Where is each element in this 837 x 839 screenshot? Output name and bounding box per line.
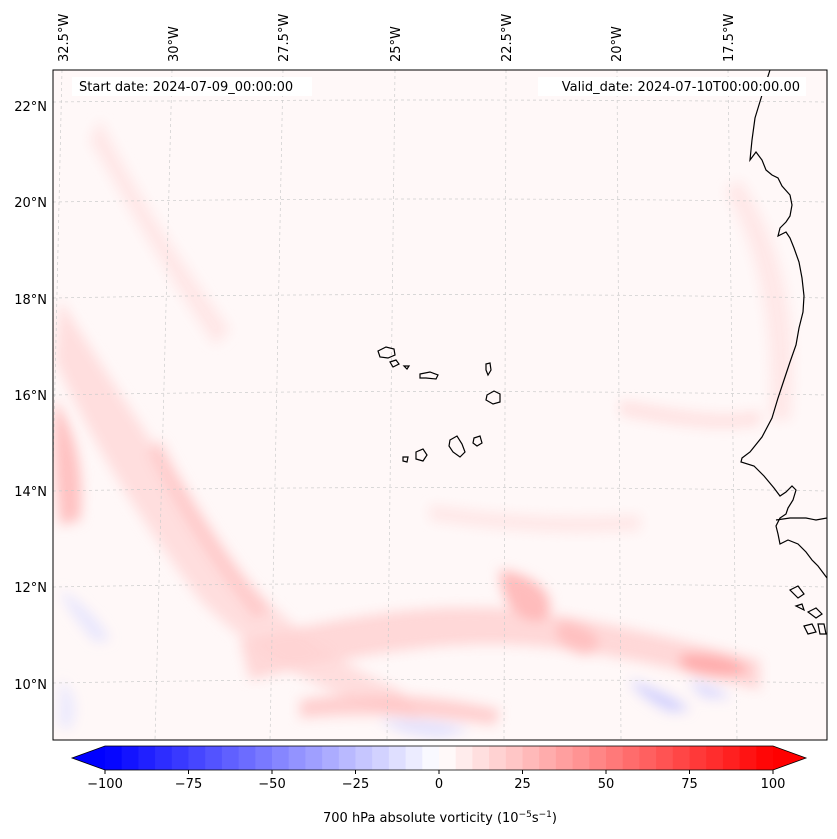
cape-verde-islands <box>377 346 501 463</box>
colorbar-segment <box>338 746 356 770</box>
colorbar-segment <box>522 746 540 770</box>
island-fogo <box>415 448 428 462</box>
colorbar-segment <box>756 746 774 770</box>
colorbar-tick-label: 50 <box>598 777 615 792</box>
map-border <box>52 69 828 741</box>
colorbar-segment <box>539 746 557 770</box>
colorbar-tick-label: −25 <box>342 777 369 792</box>
start-date-text: Start date: 2024-07-09_00:00:00 <box>79 80 293 95</box>
lon-label-32-5w: 32.5°W <box>57 14 72 62</box>
colorbar-segment <box>689 746 707 770</box>
colorbar-segment <box>372 746 390 770</box>
colorbar-segment <box>622 746 640 770</box>
lon-label-27-5w: 27.5°W <box>277 14 292 62</box>
colorbar-segment <box>572 746 590 770</box>
colorbar-segment <box>205 746 223 770</box>
colorbar-tick-label: 0 <box>435 777 443 792</box>
colorbar-tick-label: −75 <box>175 777 202 792</box>
colorbar-segment <box>188 746 206 770</box>
colorbar-segment <box>121 746 139 770</box>
lat-label-22n: 22°N <box>14 100 47 115</box>
lon-label-20w: 20°W <box>610 26 625 62</box>
colorbar-extend-min <box>72 746 105 770</box>
colorbar-segment <box>105 746 123 770</box>
lat-label-20n: 20°N <box>14 196 47 211</box>
island-santiago <box>448 435 466 458</box>
lat-label-12n: 12°N <box>14 581 47 596</box>
colorbar-ticks: −100 −75 −50 −25 0 25 50 75 100 <box>87 770 785 792</box>
colorbar-segment <box>639 746 657 770</box>
colorbar-segment <box>322 746 340 770</box>
colorbar-label-exp2: −1 <box>539 810 552 820</box>
colorbar-segment <box>288 746 306 770</box>
island-santo-antao <box>377 346 396 359</box>
colorbar-label: 700 hPa absolute vorticity (10−5s−1) <box>323 810 557 826</box>
colorbar-segment <box>171 746 189 770</box>
lat-label-18n: 18°N <box>14 293 47 308</box>
coast-detail-gambia <box>775 517 827 521</box>
colorbar-segment <box>305 746 323 770</box>
colorbar-tick-label: 25 <box>514 777 531 792</box>
colorbar-segment <box>656 746 674 770</box>
colorbar-segment <box>489 746 507 770</box>
island-boa-vista <box>485 390 501 405</box>
colorbar-segment <box>138 746 156 770</box>
gridlines <box>53 70 827 740</box>
lon-label-30w: 30°W <box>167 26 182 62</box>
colorbar-segment <box>155 746 173 770</box>
lon-label-25w: 25°W <box>389 26 404 62</box>
colorbar-label-end: ) <box>552 811 557 826</box>
island-sao-vicente <box>389 359 400 368</box>
colorbar-label-exp1: −5 <box>519 810 532 820</box>
start-date-box <box>72 77 312 96</box>
colorbar-segment <box>405 746 423 770</box>
colorbar-segment <box>472 746 490 770</box>
colorbar-segment <box>238 746 256 770</box>
colorbar-label-mid: s <box>532 811 539 826</box>
colorbar-label-main: 700 hPa absolute vorticity (10 <box>323 811 519 826</box>
longitude-labels: 32.5°W 30°W 27.5°W 25°W 22.5°W 20°W 17.5… <box>57 14 737 62</box>
valid-date-text: Valid_date: 2024-07-10T00:00:00.00 <box>562 80 800 95</box>
lat-label-14n: 14°N <box>14 485 47 500</box>
colorbar <box>70 745 808 771</box>
colorbar-segment <box>672 746 690 770</box>
lat-label-10n: 10°N <box>14 678 47 693</box>
colorbar-segment <box>221 746 240 770</box>
colorbar-tick-label: 100 <box>761 777 786 792</box>
colorbar-extend-max <box>773 746 806 770</box>
colorbar-tick-label: −50 <box>258 777 285 792</box>
colorbar-segment <box>455 746 473 770</box>
colorbar-segment <box>606 746 624 770</box>
lat-label-16n: 16°N <box>14 389 47 404</box>
island-sao-nicolau <box>419 371 439 380</box>
island-brava <box>402 456 409 463</box>
vorticity-field <box>53 120 793 738</box>
colorbar-segment <box>706 746 724 770</box>
valid-date-box <box>538 77 806 96</box>
colorbar-segment <box>272 746 290 770</box>
lon-label-17-5w: 17.5°W <box>722 14 737 62</box>
colorbar-segment <box>505 746 523 770</box>
coast-detail-bissagos <box>788 585 827 635</box>
colorbar-segment <box>722 746 741 770</box>
map-panel <box>53 70 827 740</box>
colorbar-tick-label: 75 <box>681 777 698 792</box>
colorbar-segment <box>255 746 273 770</box>
colorbar-segment <box>439 746 457 770</box>
colorbar-segment <box>739 746 757 770</box>
africa-coastline <box>740 70 827 579</box>
colorbar-tick-label: −100 <box>87 777 123 792</box>
island-sal <box>485 362 492 377</box>
island-maio <box>472 435 483 447</box>
island-santa-luzia <box>402 365 411 370</box>
lon-label-22-5w: 22.5°W <box>500 14 515 62</box>
colorbar-segment <box>422 746 440 770</box>
colorbar-segment <box>589 746 607 770</box>
colorbar-segment <box>555 746 574 770</box>
colorbar-segment <box>355 746 373 770</box>
latitude-labels: 22°N 20°N 18°N 16°N 14°N 12°N 10°N <box>14 100 47 693</box>
colorbar-segment <box>388 746 407 770</box>
